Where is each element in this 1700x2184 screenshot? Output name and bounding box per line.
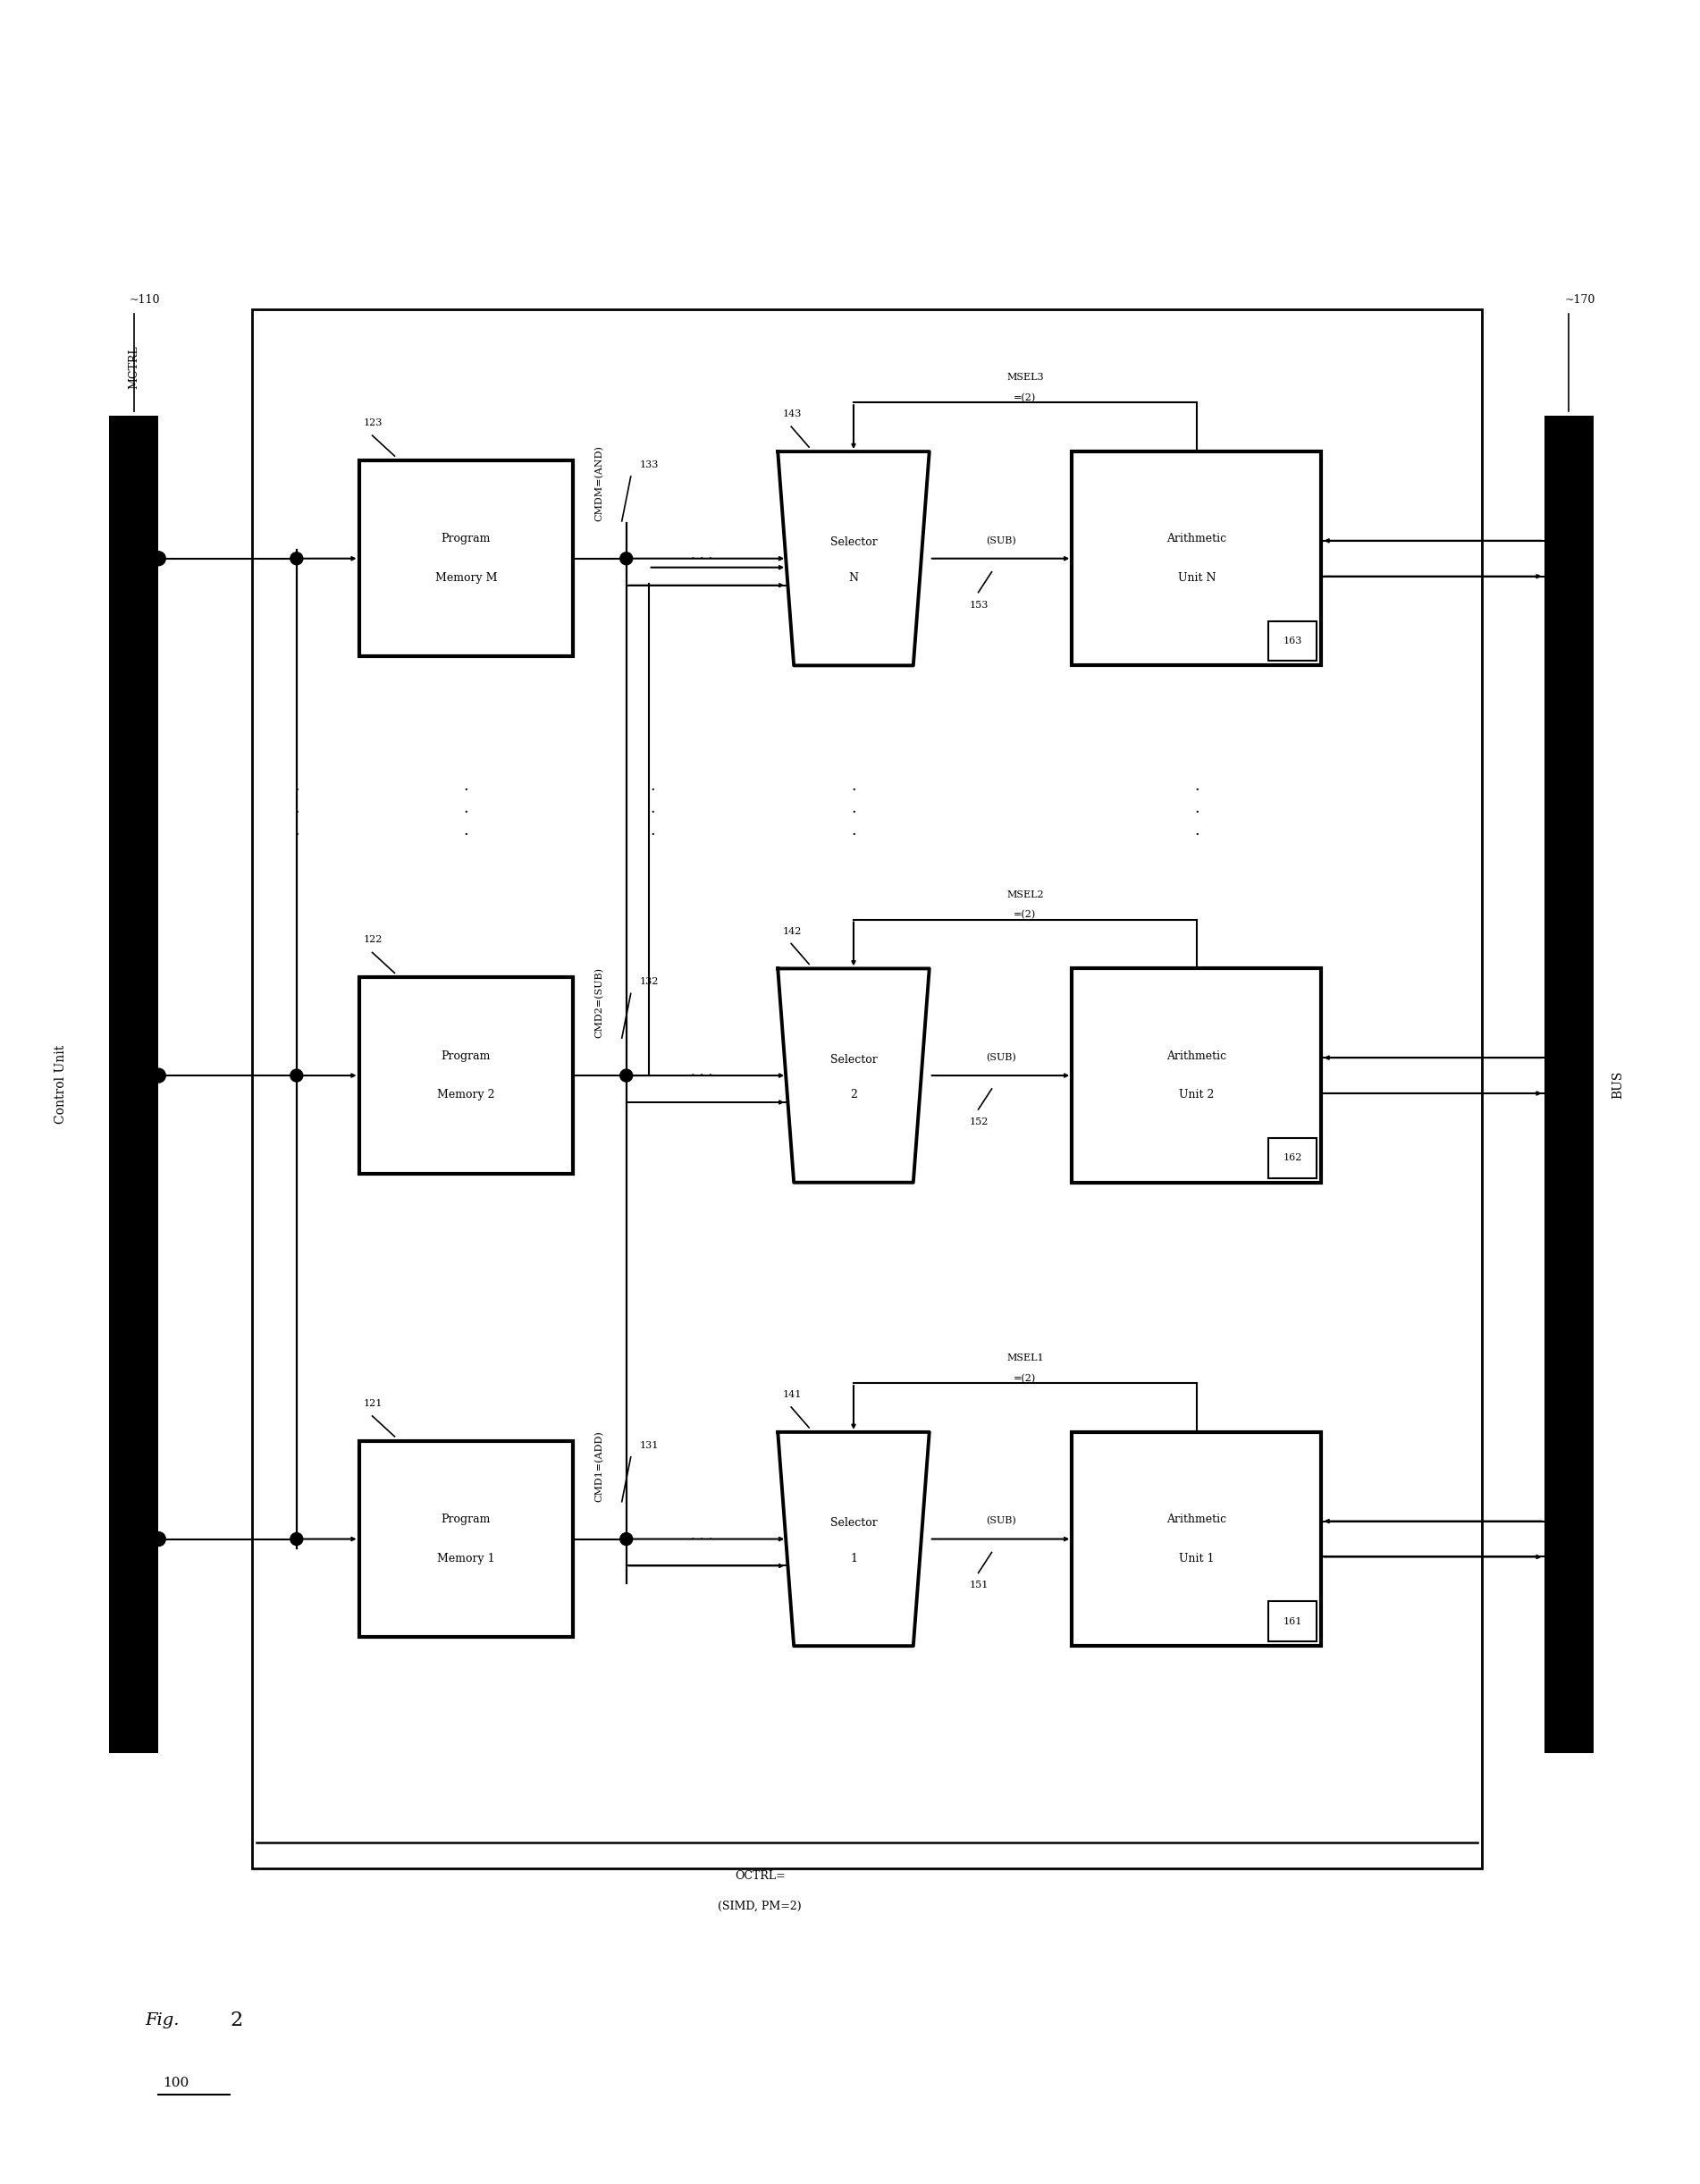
Text: (SUB): (SUB) [986, 1053, 1015, 1061]
FancyBboxPatch shape [359, 461, 573, 657]
FancyBboxPatch shape [359, 978, 573, 1173]
Circle shape [620, 1070, 632, 1081]
Text: · · ·: · · · [692, 1533, 712, 1546]
Text: Selector: Selector [830, 1518, 877, 1529]
Text: ·: · [464, 804, 469, 821]
Polygon shape [779, 968, 930, 1182]
Text: 2: 2 [850, 1090, 857, 1101]
Circle shape [620, 553, 632, 566]
Text: Program: Program [442, 1514, 491, 1524]
FancyBboxPatch shape [1268, 1601, 1318, 1642]
Text: Unit N: Unit N [1178, 572, 1216, 583]
Text: 121: 121 [364, 1400, 383, 1409]
Text: ·: · [651, 782, 656, 799]
Text: ·: · [852, 782, 857, 799]
Text: 1: 1 [850, 1553, 857, 1564]
Text: 152: 152 [969, 1118, 988, 1127]
Text: · · ·: · · · [692, 553, 712, 566]
Text: Unit 1: Unit 1 [1180, 1553, 1214, 1564]
FancyBboxPatch shape [1268, 620, 1318, 662]
Text: =(2): =(2) [1013, 393, 1037, 402]
Text: Selector: Selector [830, 1053, 877, 1066]
Text: ·: · [1193, 782, 1198, 799]
Text: 151: 151 [969, 1581, 988, 1590]
Text: 133: 133 [639, 461, 660, 470]
Text: · · ·: · · · [692, 1070, 712, 1081]
Text: CMD1=(ADD): CMD1=(ADD) [595, 1431, 603, 1503]
Text: Program: Program [442, 533, 491, 544]
Polygon shape [779, 452, 930, 666]
Circle shape [291, 1533, 303, 1546]
Text: ·: · [852, 804, 857, 821]
Text: ·: · [294, 782, 299, 799]
Circle shape [151, 1531, 165, 1546]
Text: 162: 162 [1284, 1153, 1302, 1162]
Text: Memory M: Memory M [435, 572, 496, 583]
Text: 122: 122 [364, 935, 383, 943]
Text: ·: · [651, 828, 656, 843]
Text: Fig.: Fig. [144, 2011, 180, 2029]
Text: Memory 1: Memory 1 [437, 1553, 495, 1564]
FancyBboxPatch shape [252, 308, 1482, 1870]
FancyBboxPatch shape [1073, 968, 1321, 1182]
Text: 132: 132 [639, 978, 660, 987]
Text: Memory 2: Memory 2 [437, 1090, 495, 1101]
Text: ·: · [464, 828, 469, 843]
Text: MSEL3: MSEL3 [1006, 373, 1044, 382]
Text: Program: Program [442, 1051, 491, 1061]
Text: Arithmetic: Arithmetic [1166, 533, 1227, 544]
Text: 163: 163 [1284, 636, 1302, 646]
Text: ·: · [294, 828, 299, 843]
Text: N: N [848, 572, 858, 583]
Text: Arithmetic: Arithmetic [1166, 1051, 1227, 1061]
FancyBboxPatch shape [1073, 452, 1321, 666]
Text: (SIMD, PM=2): (SIMD, PM=2) [717, 1900, 802, 1911]
Text: ·: · [294, 804, 299, 821]
Text: ·: · [852, 828, 857, 843]
Text: ·: · [1193, 828, 1198, 843]
Text: Control Unit: Control Unit [54, 1044, 66, 1125]
Text: 142: 142 [782, 926, 801, 935]
Text: (SUB): (SUB) [986, 535, 1015, 546]
Text: Unit 2: Unit 2 [1180, 1090, 1214, 1101]
Circle shape [291, 1070, 303, 1081]
Text: ·: · [464, 782, 469, 799]
FancyBboxPatch shape [109, 415, 158, 1754]
Text: ·: · [651, 804, 656, 821]
Text: =(2): =(2) [1013, 1374, 1037, 1382]
Text: =(2): =(2) [1013, 911, 1037, 919]
Text: 143: 143 [782, 411, 801, 419]
FancyBboxPatch shape [1073, 1433, 1321, 1647]
Circle shape [291, 553, 303, 566]
Circle shape [151, 1068, 165, 1083]
Text: 161: 161 [1284, 1616, 1302, 1625]
Circle shape [620, 1533, 632, 1546]
Text: ~170: ~170 [1564, 295, 1595, 306]
FancyBboxPatch shape [359, 1441, 573, 1638]
Text: 123: 123 [364, 419, 383, 428]
Text: CMDM=(AND): CMDM=(AND) [595, 446, 603, 522]
Text: 100: 100 [163, 2077, 189, 2090]
Text: 131: 131 [639, 1441, 660, 1450]
Text: 2: 2 [230, 2011, 243, 2031]
Text: Selector: Selector [830, 537, 877, 548]
Text: MSEL1: MSEL1 [1006, 1354, 1044, 1363]
Text: Arithmetic: Arithmetic [1166, 1514, 1227, 1524]
Polygon shape [779, 1433, 930, 1647]
Text: BUS: BUS [1612, 1070, 1624, 1099]
Text: 141: 141 [782, 1391, 801, 1400]
Text: CMD2=(SUB): CMD2=(SUB) [595, 968, 603, 1037]
Text: ·: · [1193, 804, 1198, 821]
Text: OCTRL=: OCTRL= [734, 1870, 785, 1883]
FancyBboxPatch shape [1268, 1138, 1318, 1177]
Text: MCTRL: MCTRL [128, 345, 139, 389]
Text: MSEL2: MSEL2 [1006, 891, 1044, 900]
Text: ~110: ~110 [129, 295, 160, 306]
FancyBboxPatch shape [1544, 415, 1593, 1754]
Text: (SUB): (SUB) [986, 1516, 1015, 1527]
Text: 153: 153 [969, 601, 988, 609]
Circle shape [151, 550, 165, 566]
